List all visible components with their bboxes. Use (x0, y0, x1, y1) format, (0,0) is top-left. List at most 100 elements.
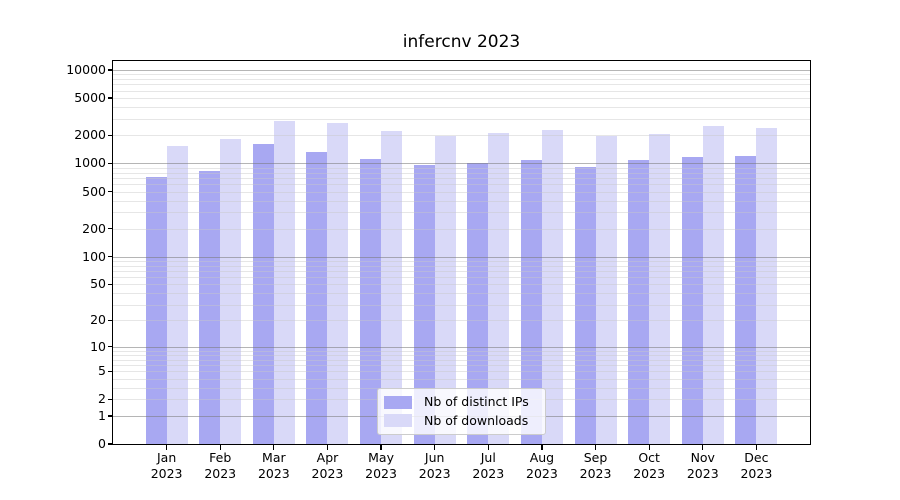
legend-entry-downloads: Nb of downloads (384, 412, 537, 431)
x-tick-month: Mar (262, 450, 286, 465)
x-tick-month: Sep (583, 450, 608, 465)
bar-downloads-aug (541, 130, 563, 444)
x-tick-mark (594, 445, 597, 450)
gridline-minor (113, 378, 810, 380)
gridline-minor (113, 350, 810, 352)
y-tick-label-50: 50 (90, 276, 106, 292)
y-tick-label-10000: 10000 (66, 61, 106, 77)
bar-distinct_ips-jan (145, 176, 167, 444)
x-tick-year: 2023 (633, 465, 666, 481)
y-tick-mark (108, 162, 113, 165)
x-tick-year: 2023 (150, 465, 183, 481)
legend: Nb of distinct IPs Nb of downloads (377, 388, 546, 435)
x-tick-label-apr: Apr 2023 (287, 450, 367, 481)
x-tick-label-jul: Jul 2023 (448, 450, 528, 481)
x-tick-label-dec: Dec 2023 (716, 450, 796, 481)
x-tick-label-jun: Jun 2023 (395, 450, 475, 481)
x-tick-mark (273, 445, 275, 450)
gridline-minor (113, 270, 810, 272)
x-tick-label-nov: Nov 2023 (663, 450, 743, 481)
gridline-minor (113, 359, 810, 361)
y-tick-mark (108, 283, 113, 285)
gridline-minor (113, 135, 810, 137)
bar-downloads-mar (273, 120, 295, 444)
gridline-minor (113, 293, 810, 295)
bar-distinct_ips-jun (413, 164, 435, 444)
y-tick-mark (108, 134, 113, 136)
gridline-minor (113, 228, 810, 230)
y-tick-mark (108, 97, 113, 99)
x-tick-year: 2023 (740, 465, 773, 481)
y-tick-mark (108, 443, 113, 445)
y-tick-mark (108, 319, 113, 322)
gridline-minor (113, 265, 810, 267)
bar-downloads-jun (434, 136, 456, 444)
bar-distinct_ips-jul (467, 162, 489, 444)
gridline-minor (113, 191, 810, 193)
x-tick-month: Jun (424, 450, 445, 465)
y-tick-label-0: 0 (98, 436, 106, 451)
bar-downloads-jul (488, 132, 510, 444)
y-tick-label-100: 100 (82, 248, 106, 264)
gridline-minor (113, 304, 810, 306)
gridline-minor (113, 79, 810, 81)
bar-downloads-nov (702, 125, 724, 444)
gridline-minor (113, 364, 810, 366)
x-tick-mark (487, 445, 489, 450)
gridline-minor (113, 184, 810, 186)
bar-downloads-sep (595, 135, 617, 444)
y-tick-mark (108, 370, 113, 372)
x-tick-mark (648, 445, 650, 450)
x-tick-month: Jan (156, 450, 177, 465)
y-tick-label-1000: 1000 (74, 155, 106, 171)
x-tick-label-aug: Aug 2023 (502, 450, 582, 481)
x-tick-month: Dec (744, 450, 769, 465)
x-tick-year: 2023 (579, 465, 612, 481)
gridline-minor (113, 371, 810, 373)
y-tick-mark (108, 345, 113, 348)
x-tick-year: 2023 (526, 465, 558, 481)
x-tick-year: 2023 (365, 465, 397, 481)
x-tick-label-feb: Feb 2023 (180, 450, 260, 481)
gridline-minor (113, 98, 810, 100)
bar-distinct_ips-mar (252, 144, 274, 444)
gridline-minor (113, 167, 810, 169)
x-tick-label-oct: Oct 2023 (609, 450, 689, 481)
gridline-minor (113, 320, 810, 322)
gridline-major (113, 256, 810, 258)
y-tick-label-2000: 2000 (74, 127, 106, 143)
y-tick-label-5: 5 (98, 363, 106, 379)
gridline-minor (113, 118, 810, 120)
y-tick-mark (108, 415, 113, 417)
y-tick-mark (108, 398, 113, 401)
x-tick-month: Oct (638, 450, 660, 465)
bar-distinct_ips-sep (574, 166, 596, 444)
legend-swatch-distinct_ips (384, 395, 412, 409)
legend-label-downloads: Nb of downloads (424, 412, 529, 428)
gridline-minor (113, 172, 810, 174)
legend-swatch-downloads (384, 414, 412, 428)
x-tick-month: Nov (690, 450, 715, 465)
gridline-minor (113, 84, 810, 86)
y-tick-mark (108, 255, 113, 258)
y-tick-label-10: 10 (90, 338, 106, 354)
x-tick-year: 2023 (204, 465, 237, 481)
gridline-minor (113, 354, 810, 356)
bar-downloads-oct (649, 134, 671, 444)
x-tick-year: 2023 (311, 465, 344, 481)
y-tick-mark (108, 69, 113, 71)
x-tick-month: May (368, 450, 394, 465)
x-tick-mark (326, 445, 329, 450)
bar-downloads-feb (220, 138, 242, 444)
x-tick-mark (702, 445, 704, 450)
bar-downloads-apr (327, 122, 349, 444)
x-tick-month: Aug (529, 450, 555, 465)
gridline-minor (113, 277, 810, 279)
x-tick-label-mar: Mar 2023 (234, 450, 314, 481)
x-tick-mark (541, 445, 543, 450)
y-tick-label-20: 20 (90, 312, 106, 328)
x-tick-year: 2023 (686, 465, 719, 481)
legend-label-distinct_ips: Nb of distinct IPs (424, 394, 529, 410)
x-tick-mark (219, 445, 221, 450)
x-tick-mark (755, 445, 758, 450)
